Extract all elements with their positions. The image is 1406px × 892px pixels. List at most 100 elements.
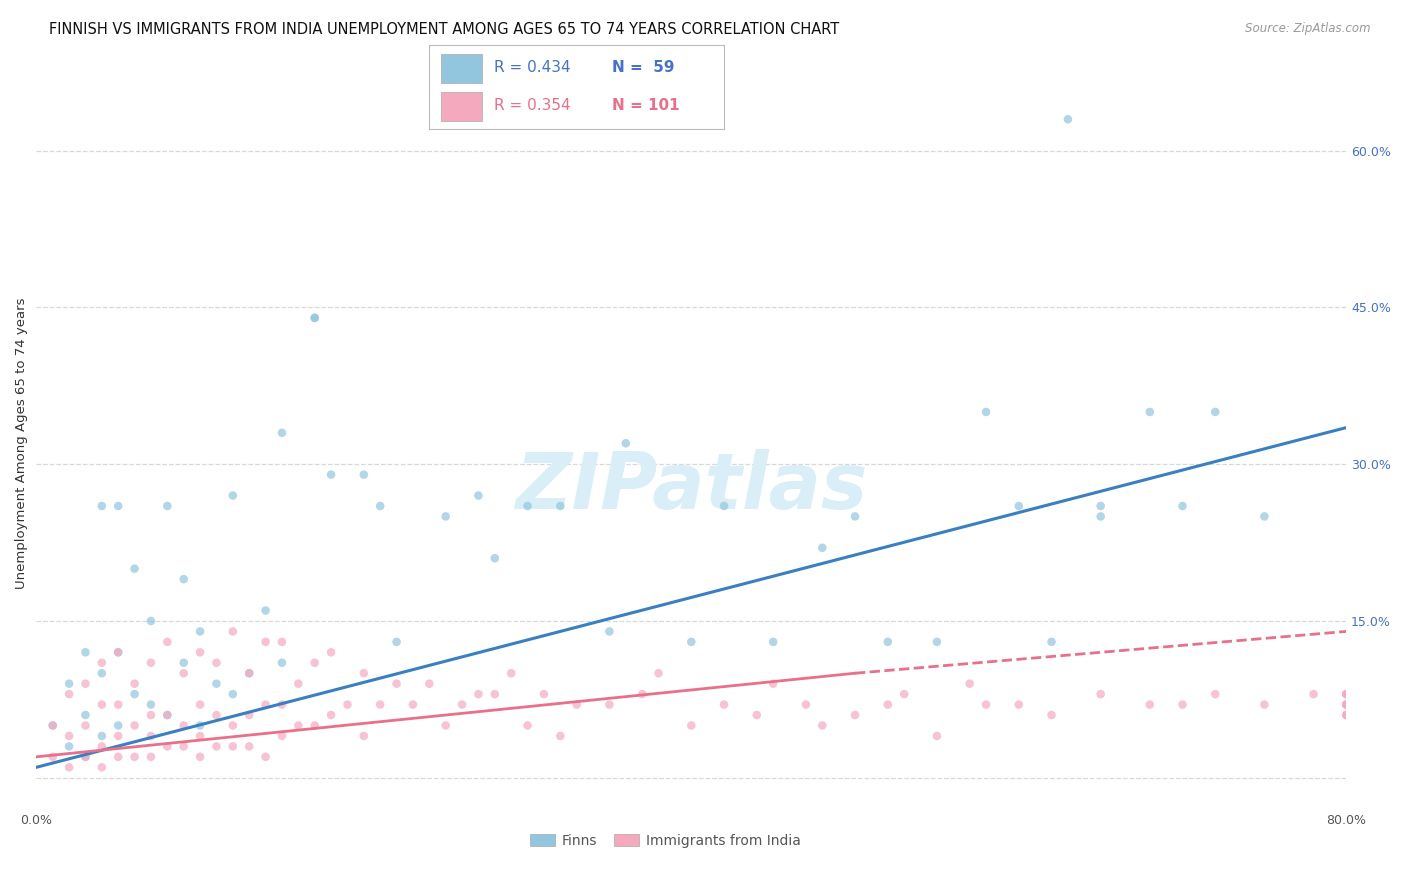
- FancyBboxPatch shape: [440, 54, 482, 83]
- Point: [41, 749, 63, 764]
- Legend: Finns, Immigrants from India: Finns, Immigrants from India: [524, 829, 806, 854]
- Point: [75, 749, 97, 764]
- Point: [75, 708, 97, 723]
- Point: [304, 310, 326, 325]
- Point: [794, 698, 817, 712]
- Point: [238, 666, 260, 681]
- Point: [222, 489, 245, 503]
- Point: [254, 749, 277, 764]
- Point: [434, 718, 457, 732]
- Point: [1139, 405, 1161, 419]
- Point: [41, 718, 63, 732]
- Point: [893, 687, 915, 701]
- Point: [467, 687, 489, 701]
- Point: [1090, 687, 1112, 701]
- Point: [139, 698, 162, 712]
- Point: [173, 666, 195, 681]
- Point: [434, 509, 457, 524]
- Point: [90, 729, 112, 743]
- Point: [1336, 708, 1358, 723]
- Point: [254, 603, 277, 617]
- Point: [1336, 708, 1358, 723]
- Point: [876, 635, 898, 649]
- Point: [139, 729, 162, 743]
- Point: [844, 708, 866, 723]
- Point: [205, 656, 228, 670]
- Point: [156, 635, 179, 649]
- Point: [271, 656, 294, 670]
- Point: [1204, 405, 1226, 419]
- Point: [925, 729, 948, 743]
- Point: [238, 708, 260, 723]
- Point: [90, 698, 112, 712]
- Point: [1302, 687, 1324, 701]
- Text: N =  59: N = 59: [612, 60, 675, 75]
- Point: [287, 718, 309, 732]
- Point: [107, 645, 129, 659]
- Point: [647, 666, 669, 681]
- Point: [1090, 499, 1112, 513]
- Point: [238, 739, 260, 754]
- Point: [139, 749, 162, 764]
- Point: [124, 718, 146, 732]
- Point: [762, 635, 785, 649]
- Point: [598, 698, 620, 712]
- Point: [484, 551, 506, 566]
- Point: [107, 645, 129, 659]
- Point: [156, 708, 179, 723]
- Point: [58, 760, 80, 774]
- Point: [254, 635, 277, 649]
- Point: [156, 499, 179, 513]
- Point: [90, 760, 112, 774]
- Point: [188, 645, 211, 659]
- Point: [1336, 687, 1358, 701]
- Point: [156, 708, 179, 723]
- Point: [974, 698, 997, 712]
- Point: [368, 499, 391, 513]
- Y-axis label: Unemployment Among Ages 65 to 74 years: Unemployment Among Ages 65 to 74 years: [15, 298, 28, 589]
- Point: [124, 676, 146, 690]
- Point: [713, 698, 735, 712]
- Text: Source: ZipAtlas.com: Source: ZipAtlas.com: [1246, 22, 1371, 36]
- Point: [90, 499, 112, 513]
- Point: [418, 676, 440, 690]
- Point: [353, 729, 375, 743]
- Point: [385, 635, 408, 649]
- Point: [353, 666, 375, 681]
- Point: [107, 499, 129, 513]
- Point: [319, 467, 342, 482]
- Point: [222, 718, 245, 732]
- FancyBboxPatch shape: [440, 92, 482, 120]
- Point: [222, 624, 245, 639]
- Point: [550, 499, 572, 513]
- Point: [319, 708, 342, 723]
- Point: [188, 698, 211, 712]
- Point: [368, 698, 391, 712]
- Point: [1008, 698, 1031, 712]
- Point: [107, 698, 129, 712]
- Point: [1336, 698, 1358, 712]
- Point: [319, 645, 342, 659]
- Point: [304, 718, 326, 732]
- Point: [565, 698, 588, 712]
- Point: [107, 749, 129, 764]
- Point: [90, 656, 112, 670]
- Point: [287, 676, 309, 690]
- Point: [173, 739, 195, 754]
- Point: [1336, 687, 1358, 701]
- Point: [516, 499, 538, 513]
- Point: [713, 499, 735, 513]
- Point: [188, 729, 211, 743]
- Point: [205, 708, 228, 723]
- Point: [1336, 698, 1358, 712]
- Point: [402, 698, 425, 712]
- Point: [107, 718, 129, 732]
- Text: ZIPatlas: ZIPatlas: [515, 450, 868, 525]
- Point: [614, 436, 637, 450]
- Point: [75, 749, 97, 764]
- Text: R = 0.354: R = 0.354: [494, 98, 571, 113]
- Point: [188, 749, 211, 764]
- Point: [173, 718, 195, 732]
- Point: [75, 676, 97, 690]
- Point: [516, 718, 538, 732]
